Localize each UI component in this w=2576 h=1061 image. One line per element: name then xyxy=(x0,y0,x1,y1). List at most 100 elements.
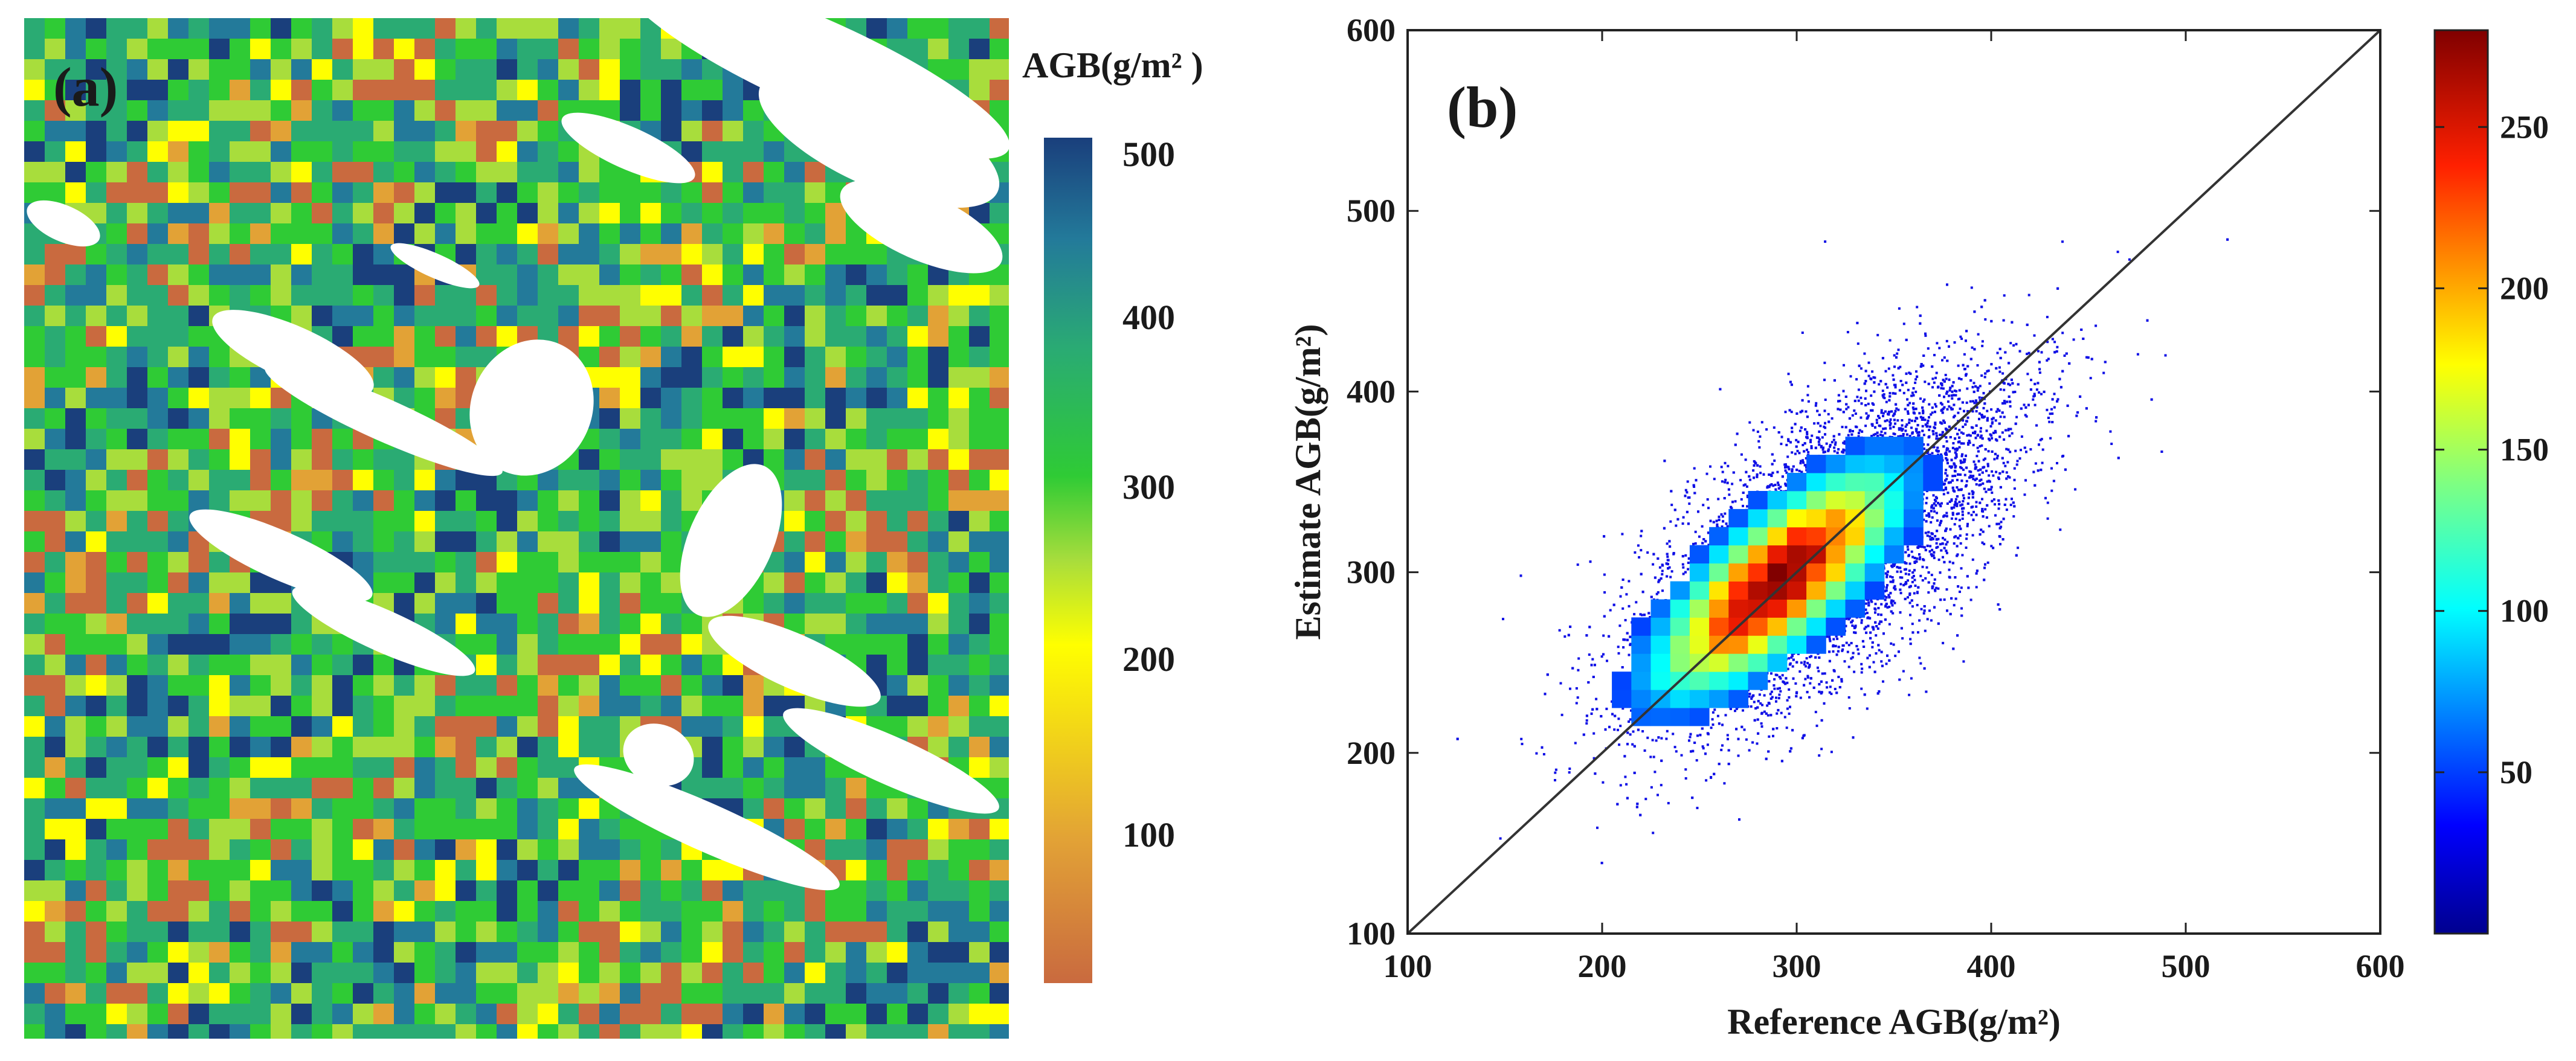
map-cell xyxy=(579,675,599,696)
map-cell xyxy=(990,983,1009,1004)
map-cell xyxy=(928,696,948,716)
map-cell xyxy=(45,141,65,162)
map-cell xyxy=(373,39,394,59)
map-cell xyxy=(86,839,106,860)
scatter-point xyxy=(1766,714,1769,717)
scatter-point xyxy=(1684,768,1687,771)
map-cell xyxy=(620,634,640,655)
map-cell xyxy=(969,614,990,634)
map-cell xyxy=(435,614,456,634)
map-cell xyxy=(312,675,332,696)
map-cell xyxy=(65,983,86,1004)
map-cell xyxy=(45,675,65,696)
map-cell xyxy=(681,716,702,737)
map-cell xyxy=(969,737,990,757)
map-cell xyxy=(497,490,517,511)
scatter-point xyxy=(1629,718,1632,721)
map-cell xyxy=(188,778,209,798)
scatter-point xyxy=(2009,450,2012,454)
map-cell xyxy=(209,80,230,100)
map-cell xyxy=(414,696,435,716)
map-cell xyxy=(127,737,147,757)
map-cell xyxy=(764,942,784,963)
map-cell xyxy=(702,388,723,408)
map-cell xyxy=(928,388,948,408)
scatter-point xyxy=(1917,631,1919,634)
map-cell xyxy=(147,223,168,244)
map-cell xyxy=(497,696,517,716)
map-cell xyxy=(948,367,969,388)
map-cell xyxy=(990,326,1009,347)
map-cell xyxy=(127,59,147,80)
map-cell xyxy=(147,860,168,880)
map-cell xyxy=(271,757,291,778)
map-cell xyxy=(764,963,784,983)
map-cell xyxy=(990,429,1009,449)
map-cell xyxy=(990,901,1009,922)
map-cell xyxy=(517,182,538,203)
scatter-point xyxy=(1975,455,1979,458)
scatter-point xyxy=(1902,584,1905,586)
map-cell xyxy=(805,285,825,306)
map-cell xyxy=(907,593,928,614)
map-cell xyxy=(558,634,579,655)
map-cell xyxy=(188,367,209,388)
map-cell xyxy=(394,696,414,716)
map-cell xyxy=(65,716,86,737)
map-cell xyxy=(640,39,661,59)
map-cell xyxy=(907,880,928,901)
map-cell xyxy=(312,449,332,470)
map-cell xyxy=(784,1024,805,1039)
scatter-point xyxy=(1603,591,1606,594)
map-cell xyxy=(353,942,373,963)
map-cell xyxy=(250,59,271,80)
map-cell xyxy=(743,121,764,141)
map-cell xyxy=(825,1004,846,1024)
scatter-point xyxy=(1867,616,1870,619)
map-cell xyxy=(558,285,579,306)
map-cell xyxy=(250,39,271,59)
map-cell xyxy=(990,963,1009,983)
map-cell xyxy=(168,326,188,347)
map-cell xyxy=(414,306,435,326)
map-cell xyxy=(312,100,332,121)
map-cell xyxy=(764,696,784,716)
map-cell xyxy=(168,963,188,983)
map-cell xyxy=(188,655,209,675)
map-cell xyxy=(702,675,723,696)
map-nodata-patch xyxy=(469,339,594,476)
scatter-point xyxy=(1815,402,1818,405)
map-cell xyxy=(291,614,312,634)
map-cell xyxy=(517,942,538,963)
map-cell xyxy=(86,819,106,839)
map-cell xyxy=(497,901,517,922)
map-cell xyxy=(45,880,65,901)
map-cell xyxy=(558,326,579,347)
map-cell xyxy=(990,860,1009,880)
map-cell xyxy=(620,1004,640,1024)
map-cell xyxy=(250,860,271,880)
scatter-point xyxy=(1618,743,1621,746)
scatter-point xyxy=(1702,747,1705,750)
scatter-point xyxy=(1853,670,1856,673)
map-cell xyxy=(435,942,456,963)
map-cell xyxy=(599,408,620,429)
map-cell xyxy=(640,675,661,696)
map-cell xyxy=(517,203,538,223)
map-cell xyxy=(538,716,558,737)
map-cell xyxy=(332,1004,353,1024)
map-cell xyxy=(147,429,168,449)
map-cell xyxy=(209,59,230,80)
scatter-point xyxy=(1618,624,1621,627)
map-cell xyxy=(45,80,65,100)
agb-map xyxy=(24,0,1010,1039)
map-cell xyxy=(271,839,291,860)
map-cell xyxy=(435,552,456,572)
map-cell xyxy=(312,716,332,737)
map-cell xyxy=(640,285,661,306)
map-cell xyxy=(271,1004,291,1024)
map-cell xyxy=(928,531,948,552)
map-cell xyxy=(312,39,332,59)
scatter-point xyxy=(1830,693,1833,695)
map-cell xyxy=(147,1004,168,1024)
